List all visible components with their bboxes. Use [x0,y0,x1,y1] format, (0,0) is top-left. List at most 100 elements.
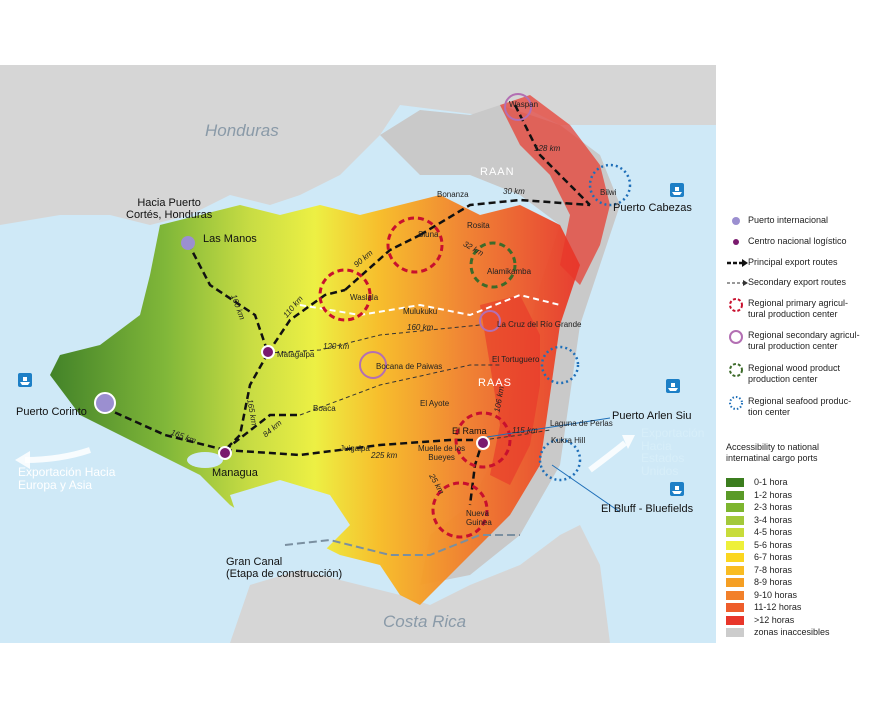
city-label-muelle: Muelle de los Bueyes [418,444,466,462]
distance-label: 30 km [503,187,525,196]
city-label-bonanza: Bonanza [437,190,469,199]
accessibility-label: zonas inaccesibles [754,627,830,637]
port-label-bluff: El Bluff - Bluefields [601,503,694,515]
legend-item: Secondary export routes [726,277,846,293]
bold-dashed-arrow-icon [726,257,748,273]
map-graphic [0,65,716,643]
accessibility-swatch [726,490,744,500]
accessibility-legend-row: 8-9 horas [726,577,792,587]
logistic-dot-managua [218,446,232,460]
city-label-laguna: Laguna de Perlas [550,419,613,428]
distance-label: 128 km [534,144,561,153]
country-label-costa-rica: Costa Rica [383,612,467,631]
map: Honduras Costa Rica RAAN RAAS Hacia Puer… [0,65,886,643]
legend-item: Puerto internacional [726,215,828,231]
accessibility-swatch [726,503,744,512]
accessibility-label: 0-1 hora [754,477,788,487]
region-label-raan: RAAN [480,166,515,178]
accessibility-legend-row: 9-10 horas [726,590,797,600]
distance-label: 160 km [407,323,434,332]
export-label-east: Exportación Hacia Estados Unidos [641,426,705,478]
red-dashed-circle-icon [726,298,748,314]
ship-icon-arlen-siu [666,379,680,393]
accessibility-swatch [726,528,744,537]
city-label-la-cruz: La Cruz del Río Grande [497,320,582,329]
accessibility-legend-row: 1-2 horas [726,490,792,500]
legend-item: Regional secondary agricul- tural produc… [726,330,860,352]
secondary-routes [267,324,551,441]
city-label-bilwi: Bilwi [600,188,617,197]
region-boundary [299,293,561,317]
blue-dotted-circle-icon [726,396,748,412]
accessibility-legend-row: 3-4 horas [726,515,792,525]
city-label-rosita: Rosita [467,221,490,230]
accessibility-label: 4-5 horas [754,527,793,537]
accessibility-label: 2-3 horas [754,502,793,512]
city-label-nueva-guinea: Nueva Guinea [466,509,492,527]
city-label-alamikamba: Alamikamba [487,267,532,276]
seafood-center-bilwi [588,163,632,207]
legend-item: Regional wood product production center [726,363,840,385]
green-dashed-circle-icon [726,363,748,379]
accessibility-legend-row: 4-5 horas [726,527,792,537]
port-dot-las-manos [181,236,195,250]
accessibility-swatch [726,515,744,525]
port-label-cabezas: Puerto Cabezas [613,202,692,214]
accessibility-label: 9-10 horas [754,589,798,600]
accessibility-swatch [726,553,744,562]
city-label-mulukuku: Mulukuku [403,307,438,316]
lake-managua [187,452,223,468]
accessibility-label: 5-6 horas [754,539,793,550]
accessibility-label: >12 horas [754,614,795,625]
accessibility-swatch [726,540,744,550]
accessibility-swatch [726,565,744,575]
accessibility-legend-row: 0-1 hora [726,477,788,487]
accessibility-label: 11-12 horas [754,602,802,612]
coastal-red-zone-2 [480,295,540,485]
distance-label: 120 km [323,342,350,351]
accessibility-swatch [726,590,744,600]
export-arrow-west [24,447,91,463]
export-arrowhead-east [622,435,635,449]
region-label-raas: RAAS [478,377,512,389]
city-label-el-tortuguero: El Tortuguero [492,355,540,364]
port-label-corinto: Puerto Corinto [16,406,87,418]
gran-canal-line [284,534,520,556]
arlen-siu-pointer [486,417,611,438]
seafood-center-tortuguero [540,345,580,385]
accessibility-label: 1-2 horas [754,489,793,500]
accessibility-label: 3-4 horas [754,514,793,525]
logistic-dot-matagalpa [261,345,275,359]
logistic-dot-el-rama [476,436,490,450]
accessibility-label: 8-9 horas [754,577,793,587]
legend-item: Regional primary agricul- tural producti… [726,298,848,320]
secondary-center-waspan [504,93,532,121]
primary-center-nueva-guinea [431,481,489,539]
accessibility-legend-row: 5-6 horas [726,540,792,550]
accessibility-label: 6-7 horas [754,552,793,562]
seafood-center-laguna [538,438,582,482]
port-dot-corinto [94,392,116,414]
port-label-arlen-siu: Puerto Arlen Siu [612,410,692,422]
accessibility-swatch [726,615,744,625]
purple-circle-icon [726,330,748,346]
bluff-pointer [551,464,621,513]
city-label-kukra-hill: Kukra Hill [551,436,586,445]
wood-center-alamikamba [469,241,517,289]
accessibility-swatch [726,628,744,637]
primary-center-siuna [386,216,444,274]
secondary-center-bocana [359,351,387,379]
ship-icon-bluff [670,482,684,496]
accessibility-legend-row: 6-7 horas [726,552,792,562]
accessibility-legend-row: 2-3 horas [726,502,792,512]
lake-nicaragua [230,480,350,560]
logistic-dot-icon [726,236,748,252]
accessibility-label: 7-8 horas [754,564,793,575]
distance-label: 225 km [371,451,398,460]
city-label-siuna: Siuna [418,230,439,239]
ship-icon-cabezas [670,183,684,197]
city-label-waspan: Waspan [509,100,539,109]
country-label-honduras: Honduras [205,121,279,140]
export-arrow-east [588,440,627,473]
accessibility-title: Accessibility to national internatinal c… [726,442,820,463]
